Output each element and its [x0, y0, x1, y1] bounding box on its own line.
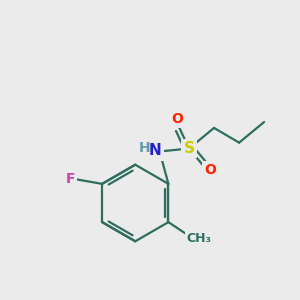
Text: F: F: [66, 172, 75, 186]
Text: CH₃: CH₃: [187, 232, 212, 245]
Text: O: O: [171, 112, 183, 126]
Text: O: O: [204, 163, 216, 177]
Text: S: S: [184, 141, 194, 156]
Text: N: N: [149, 143, 162, 158]
Text: H: H: [139, 141, 150, 155]
